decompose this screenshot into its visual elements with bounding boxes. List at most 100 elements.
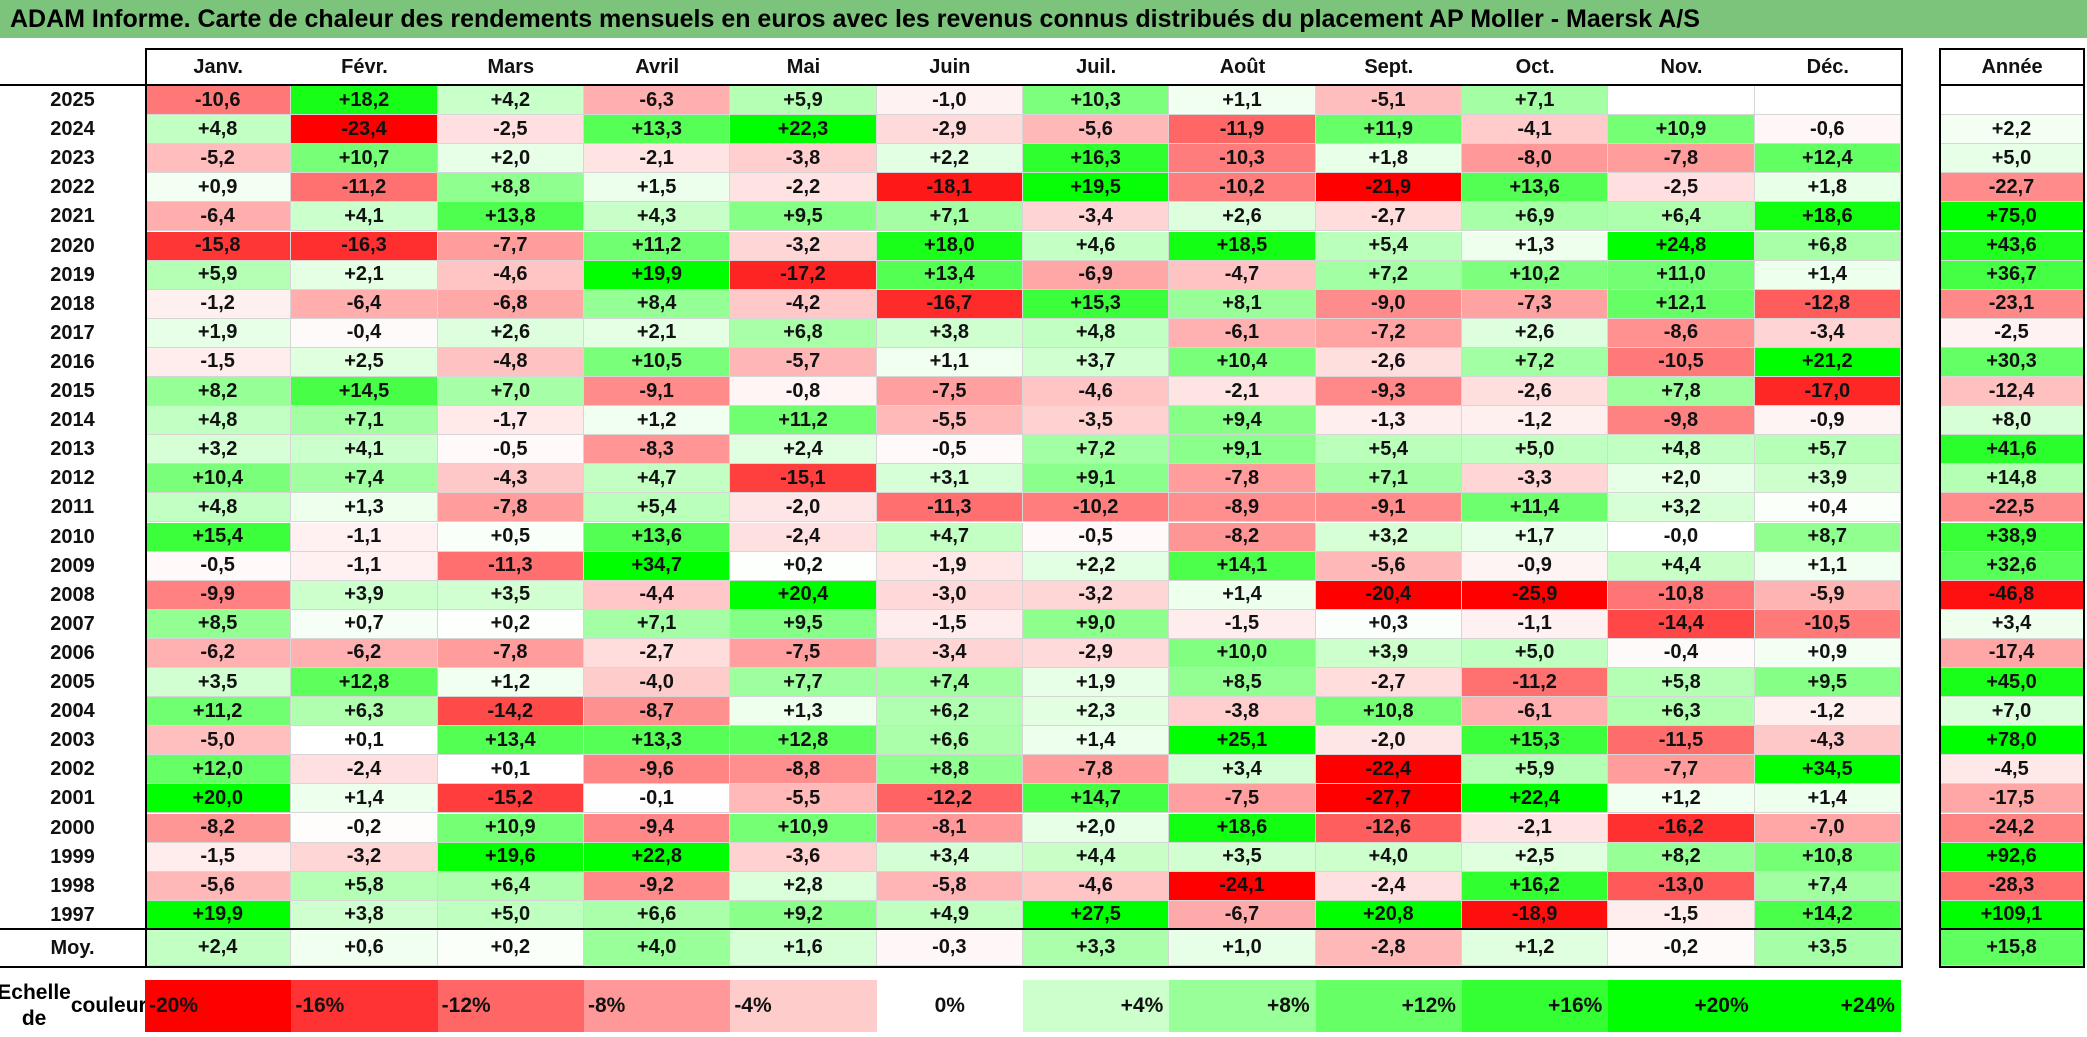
year-label: 2002 bbox=[0, 755, 145, 785]
heatmap-cell: -1,3 bbox=[1315, 406, 1462, 436]
heatmap-cell: -7,8 bbox=[1608, 144, 1755, 174]
annual-cell: -17,4 bbox=[1939, 638, 2085, 668]
heatmap-cell: +5,0 bbox=[437, 900, 584, 930]
heatmap-cell: -8,3 bbox=[583, 435, 731, 465]
heatmap-cell: -8,8 bbox=[730, 755, 877, 785]
heatmap-cell: +18,0 bbox=[876, 231, 1023, 261]
year-label: 2017 bbox=[0, 318, 145, 348]
heatmap-cell: +12,8 bbox=[291, 668, 438, 698]
heatmap-cell: +3,7 bbox=[1022, 347, 1170, 377]
heatmap-cell: +4,9 bbox=[876, 900, 1023, 930]
heatmap-cell: +18,6 bbox=[1754, 202, 1901, 232]
heatmap-cell: +4,6 bbox=[1022, 231, 1170, 261]
month-header: Août bbox=[1169, 50, 1316, 84]
heatmap-cell: +7,1 bbox=[583, 609, 731, 639]
year-label: 1999 bbox=[0, 842, 145, 872]
heatmap-cell: -18,9 bbox=[1461, 900, 1609, 930]
heatmap-cell: -7,8 bbox=[437, 638, 584, 668]
heatmap-cell: +11,2 bbox=[145, 697, 292, 727]
heatmap-cell: +0,9 bbox=[145, 173, 292, 203]
heatmap-cell: -4,6 bbox=[1022, 377, 1170, 407]
heatmap-cell: -8,2 bbox=[1169, 522, 1316, 552]
heatmap-cell: -2,5 bbox=[437, 115, 584, 145]
heatmap-cell: +1,1 bbox=[876, 347, 1023, 377]
year-label: 2021 bbox=[0, 202, 145, 232]
heatmap-cell: +18,6 bbox=[1169, 813, 1316, 843]
heatmap-cell: -5,9 bbox=[1754, 580, 1901, 610]
heatmap-cell: -6,2 bbox=[291, 638, 438, 668]
heatmap-cell: +9,1 bbox=[1169, 435, 1316, 465]
heatmap-cell: +20,4 bbox=[730, 580, 877, 610]
heatmap-cell: +9,5 bbox=[730, 202, 877, 232]
year-label: 2008 bbox=[0, 580, 145, 610]
heatmap-cell: +10,3 bbox=[1022, 86, 1170, 116]
heatmap-cell: +1,9 bbox=[145, 318, 292, 348]
heatmap-cell: -7,2 bbox=[1315, 318, 1462, 348]
year-label: 2003 bbox=[0, 726, 145, 756]
heatmap-cell: +6,4 bbox=[1608, 202, 1755, 232]
heatmap-cell: +7,0 bbox=[437, 377, 584, 407]
heatmap-cell: +13,4 bbox=[437, 726, 584, 756]
heatmap-cell: -4,3 bbox=[1754, 726, 1901, 756]
month-header: Mai bbox=[730, 50, 877, 84]
heatmap-cell: -0,2 bbox=[291, 813, 438, 843]
heatmap-cell: -9,3 bbox=[1315, 377, 1462, 407]
heatmap-cell: -8,9 bbox=[1169, 493, 1316, 523]
heatmap-cell: -1,0 bbox=[876, 86, 1023, 116]
heatmap-cell: -4,8 bbox=[437, 347, 584, 377]
heatmap-cell: +4,2 bbox=[437, 86, 584, 116]
annual-cell: -23,1 bbox=[1939, 289, 2085, 319]
heatmap-cell: -11,5 bbox=[1608, 726, 1755, 756]
heatmap-cell: -8,7 bbox=[583, 697, 731, 727]
annual-cell: +8,0 bbox=[1939, 406, 2085, 436]
heatmap-cell: +13,3 bbox=[583, 115, 731, 145]
heatmap-cell: -1,7 bbox=[437, 406, 584, 436]
heatmap-cell: -3,6 bbox=[730, 842, 877, 872]
heatmap-cell: -21,9 bbox=[1315, 173, 1462, 203]
annual-cell: +36,7 bbox=[1939, 260, 2085, 290]
heatmap-cell: +3,9 bbox=[291, 580, 438, 610]
heatmap-cell: +19,5 bbox=[1022, 173, 1170, 203]
heatmap-cell: -2,6 bbox=[1315, 347, 1462, 377]
month-header: Avril bbox=[583, 50, 731, 84]
month-header: Déc. bbox=[1754, 50, 1901, 84]
heatmap-cell: +14,1 bbox=[1169, 551, 1316, 581]
heatmap-cell: -3,8 bbox=[1169, 697, 1316, 727]
heatmap-cell: +34,5 bbox=[1754, 755, 1901, 785]
heatmap-cell: +4,7 bbox=[876, 522, 1023, 552]
heatmap-cell: -1,2 bbox=[1754, 697, 1901, 727]
heatmap-cell: +7,1 bbox=[291, 406, 438, 436]
heatmap-cell: +3,2 bbox=[1315, 522, 1462, 552]
heatmap-cell: +10,7 bbox=[291, 144, 438, 174]
heatmap-cell: +4,4 bbox=[1022, 842, 1170, 872]
heatmap-cell: +2,5 bbox=[291, 347, 438, 377]
annual-cell: +2,2 bbox=[1939, 115, 2085, 145]
heatmap-cell: +10,0 bbox=[1169, 638, 1316, 668]
annual-cell: -4,5 bbox=[1939, 755, 2085, 785]
heatmap-cell: -1,5 bbox=[145, 347, 292, 377]
heatmap-cell: -3,2 bbox=[291, 842, 438, 872]
color-scale-label-line2: couleur bbox=[70, 994, 147, 1017]
color-scale-label-line1: Echelle de bbox=[0, 981, 71, 1030]
color-scale-swatch: -8% bbox=[583, 980, 731, 1032]
heatmap-cell: -3,2 bbox=[1022, 580, 1170, 610]
heatmap-cell: -10,8 bbox=[1608, 580, 1755, 610]
heatmap-cell: -12,8 bbox=[1754, 289, 1901, 319]
heatmap-cell: -8,0 bbox=[1461, 144, 1609, 174]
heatmap-cell: -2,1 bbox=[1169, 377, 1316, 407]
year-label: 1998 bbox=[0, 871, 145, 901]
heatmap-cell: -17,2 bbox=[730, 260, 877, 290]
average-cell: -2,8 bbox=[1315, 930, 1462, 966]
heatmap-cell: +1,4 bbox=[291, 784, 438, 814]
heatmap-cell: +2,6 bbox=[1461, 318, 1609, 348]
heatmap-cell: +1,4 bbox=[1754, 260, 1901, 290]
average-divider-bottom bbox=[0, 966, 1903, 968]
heatmap-cell: +9,2 bbox=[730, 900, 877, 930]
heatmap-cell: +2,0 bbox=[1608, 464, 1755, 494]
heatmap-cell: +9,0 bbox=[1022, 609, 1170, 639]
heatmap-cell: -0,4 bbox=[1608, 638, 1755, 668]
color-scale-swatch: 0% bbox=[876, 980, 1023, 1032]
heatmap-cell: -2,9 bbox=[876, 115, 1023, 145]
month-header: Janv. bbox=[145, 50, 292, 84]
heatmap-cell: -5,6 bbox=[1315, 551, 1462, 581]
